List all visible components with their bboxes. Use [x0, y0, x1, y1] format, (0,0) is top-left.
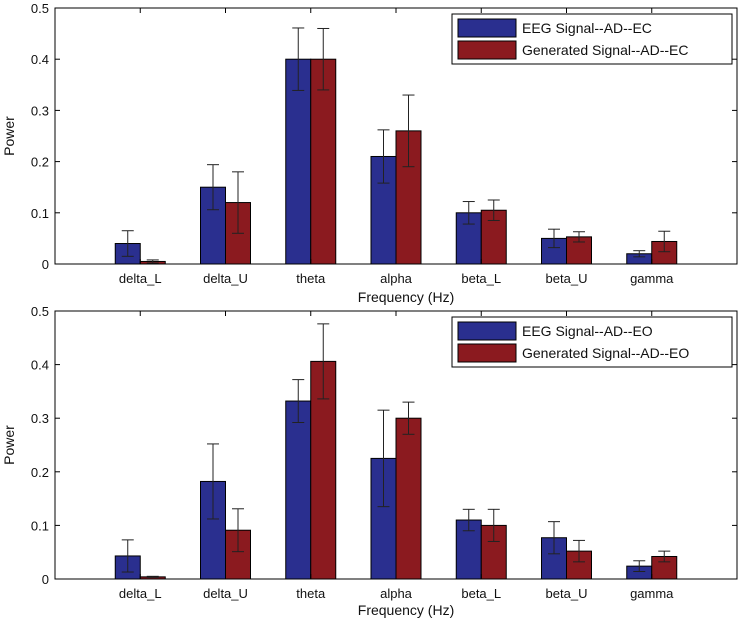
x-axis-title: Frequency (Hz)	[358, 289, 454, 305]
x-axis-title: Frequency (Hz)	[358, 602, 454, 618]
y-tick-label: 0.4	[31, 52, 49, 67]
legend-swatch	[457, 343, 517, 363]
y-tick-label: 0.2	[31, 155, 49, 170]
bar-generated	[395, 417, 422, 580]
bar-eeg	[285, 400, 312, 580]
chart-panel-2: 0 0.1 0.2 0.3 0.4 0.5 delta_L delta_U theta alpha…	[1, 304, 738, 618]
x-tick-label: alpha	[380, 586, 413, 601]
legend-entry: Generated Signal--AD--EC	[522, 42, 689, 58]
y-tick-label: 0.3	[31, 103, 49, 118]
x-tick-label: beta_U	[546, 586, 588, 601]
y-axis-title: Power	[1, 425, 17, 465]
y-tick-label: 0.2	[31, 465, 49, 480]
y-tick-label: 0.3	[31, 411, 49, 426]
legend-swatch	[457, 321, 517, 341]
x-tick-label: gamma	[630, 586, 674, 601]
bar-generated	[480, 209, 507, 265]
x-tick-label: gamma	[630, 271, 674, 286]
x-tick-label: beta_U	[546, 271, 588, 286]
y-tick-label: 0.1	[31, 518, 49, 533]
legend: EEG Signal--AD--EC Generated Signal--AD--…	[451, 13, 733, 65]
x-tick-label: theta	[296, 586, 326, 601]
legend-entry: Generated Signal--AD--EO	[522, 345, 689, 361]
y-tick-label: 0.1	[31, 206, 49, 221]
chart-panel-1: 0 0.1 0.2 0.3 0.4 0.5 delta_L delta_U theta alpha…	[1, 1, 738, 305]
legend-swatch	[457, 40, 517, 60]
x-tick-label: delta_L	[119, 271, 162, 286]
legend-swatch	[457, 18, 517, 38]
legend-entry: EEG Signal--AD--EC	[522, 20, 652, 36]
bar-generated	[310, 58, 337, 265]
y-tick-label: 0.5	[31, 1, 49, 16]
y-tick-label: 0	[42, 572, 49, 587]
legend-entry: EEG Signal--AD--EO	[522, 323, 653, 339]
x-tick-label: beta_L	[461, 586, 501, 601]
x-tick-label: delta_U	[203, 586, 248, 601]
y-tick-label: 0	[42, 257, 49, 272]
x-tick-label: theta	[296, 271, 326, 286]
y-tick-label: 0.4	[31, 358, 49, 373]
x-tick-label: beta_L	[461, 271, 501, 286]
x-tick-label: delta_L	[119, 586, 162, 601]
legend: EEG Signal--AD--EO Generated Signal--AD--…	[451, 316, 733, 368]
x-tick-label: alpha	[380, 271, 413, 286]
y-tick-label: 0.5	[31, 304, 49, 319]
x-tick-label: delta_U	[203, 271, 248, 286]
y-axis-title: Power	[1, 116, 17, 156]
